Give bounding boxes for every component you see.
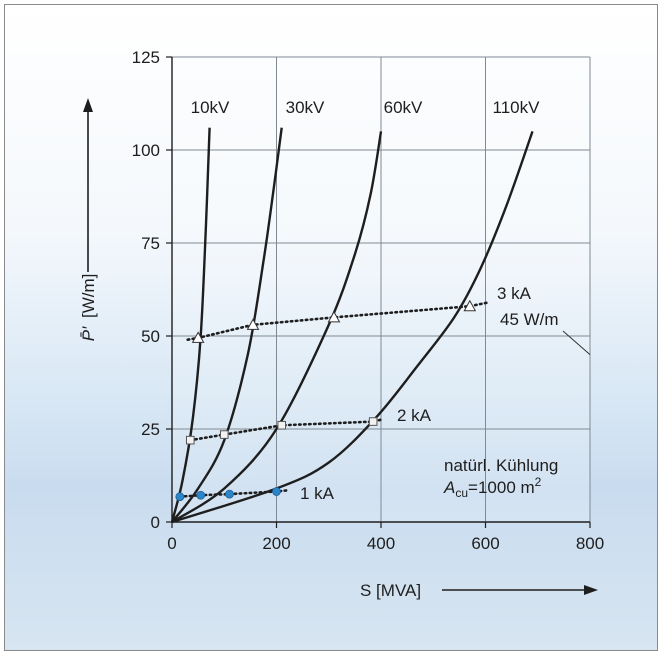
y-axis-label-unit: [W/m] (79, 274, 98, 318)
marker-triangle (246, 318, 260, 330)
y-tick-label: 125 (132, 48, 160, 67)
y-tick-label: 50 (141, 327, 160, 346)
current-label-2ka: 2 kA (397, 406, 432, 425)
marker-triangle (463, 299, 477, 312)
annotation-45-leader (562, 330, 591, 355)
data-markers (175, 299, 477, 502)
annotation-area: Acu=1000 m2 (443, 475, 542, 500)
y-tick-label: 0 (151, 513, 160, 532)
annotation-area-sup: 2 (535, 475, 542, 489)
y-tick-label: 25 (141, 420, 160, 439)
current-label-3ka: 3 kA (497, 284, 532, 303)
x-tick-label: 600 (471, 534, 499, 553)
marker-circle (225, 489, 234, 499)
curve-30kv (171, 127, 283, 523)
marker-square (185, 435, 195, 445)
curve-110kv (171, 131, 534, 524)
x-axis-arrowhead (584, 585, 598, 595)
annotation-area-symbol: A (443, 478, 455, 497)
curve-60kv (171, 131, 383, 524)
marker-square (277, 420, 287, 430)
y-axis-arrowhead (83, 98, 93, 112)
marker-circle (175, 492, 185, 502)
y-axis-label: P̄′ [W/m] (79, 274, 98, 342)
voltage-curves: 10kV 30kV 60kV 110kV (170, 98, 541, 524)
marker-square (219, 430, 229, 439)
marker-triangle (191, 331, 205, 343)
marker-circle (196, 490, 206, 500)
marker-circle (272, 487, 281, 496)
annotation-area-value: =1000 m (468, 478, 535, 497)
x-tick-label: 200 (262, 534, 290, 553)
tick-labels: 0 200 400 600 800 0 25 50 75 100 125 (132, 48, 605, 553)
chart-frame (4, 4, 658, 651)
y-tick-label: 100 (132, 141, 160, 160)
curve-10kv (170, 127, 211, 523)
annotation-cooling: natürl. Kühlung (444, 456, 558, 475)
y-tick-label: 75 (141, 234, 160, 253)
marker-triangle (327, 310, 341, 323)
marker-square (368, 417, 378, 426)
curve-label-110kv: 110kV (493, 98, 541, 117)
current-label-1ka: 1 kA (300, 484, 335, 503)
x-tick-label: 400 (367, 534, 395, 553)
curve-label-30kv: 30kV (286, 98, 325, 117)
annotation-area-sub: cu (455, 486, 468, 500)
curve-label-10kv: 10kV (191, 98, 230, 117)
y-axis-label-symbol: P̄′ (79, 326, 98, 341)
x-axis-label: S [MVA] (360, 581, 421, 600)
x-tick-label: 0 (167, 534, 176, 553)
x-tick-label: 800 (576, 534, 604, 553)
curve-label-60kv: 60kV (384, 98, 423, 117)
annotation-45: 45 W/m (500, 310, 559, 329)
